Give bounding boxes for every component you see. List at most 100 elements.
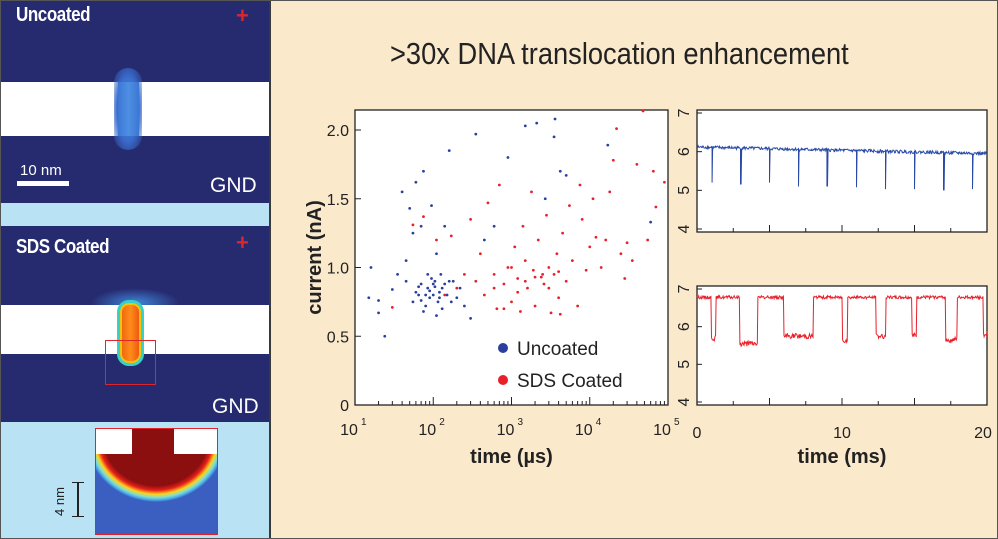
- x-tick-exponent: 3: [518, 417, 524, 428]
- coated-point: [533, 275, 537, 279]
- coated-point: [435, 238, 438, 242]
- y-tick-label: 1.5: [327, 192, 349, 209]
- y-tick-label: 4: [676, 224, 693, 233]
- coated-point: [510, 300, 513, 304]
- coated-point: [564, 279, 568, 283]
- uncoated-point: [447, 279, 451, 283]
- coated-point: [608, 190, 612, 194]
- uncoated-point: [445, 293, 449, 297]
- uncoated-point: [435, 252, 438, 256]
- uncoated-point: [443, 224, 447, 228]
- uncoated-point: [404, 279, 408, 283]
- uncoated-point: [377, 311, 380, 315]
- coated-point: [536, 238, 540, 242]
- x-tick-label: 10: [340, 422, 358, 439]
- uncoated-point: [462, 304, 466, 308]
- legend-marker: [498, 375, 508, 385]
- coated-point: [495, 307, 499, 311]
- uncoated-point: [606, 143, 610, 147]
- uncoated-point: [422, 169, 425, 173]
- uncoated-point: [428, 296, 432, 300]
- coated-point: [615, 127, 618, 131]
- coated-point: [492, 286, 496, 290]
- coated-point: [526, 286, 529, 290]
- uncoated-point: [438, 290, 441, 294]
- coated-point: [513, 245, 517, 249]
- uncoated-point: [535, 121, 539, 125]
- uncoated-point: [564, 173, 568, 177]
- coated-point: [462, 272, 466, 276]
- uncoated-point: [449, 300, 453, 304]
- x-tick-label: 10: [575, 422, 593, 439]
- uncoated-point: [649, 220, 653, 224]
- coated-point: [568, 204, 571, 208]
- uncoated-point: [469, 316, 472, 320]
- coated-point: [542, 282, 546, 286]
- coated-point: [474, 279, 478, 283]
- coated-point: [523, 259, 527, 263]
- uncoated-point: [430, 204, 433, 208]
- uncoated-point: [440, 286, 444, 290]
- coated-point: [492, 272, 496, 276]
- uncoated-point: [396, 272, 399, 276]
- coated-point: [510, 266, 513, 269]
- uncoated-point: [411, 231, 415, 235]
- uncoated-point: [474, 132, 478, 136]
- uncoated-point: [411, 300, 415, 304]
- x-tick-exponent: 1: [361, 417, 367, 428]
- uncoated-point: [424, 304, 428, 308]
- gnd-label: GND: [212, 395, 259, 418]
- plus-electrode: +: [236, 3, 249, 28]
- coated-point: [390, 305, 394, 309]
- uncoated-point: [523, 124, 527, 128]
- plot-area: [354, 109, 669, 406]
- sds-coated-label: SDS Coated: [16, 236, 110, 258]
- coated-point: [611, 158, 615, 162]
- uncoated-point: [482, 238, 486, 242]
- coated-point: [455, 286, 459, 290]
- legend-label: Uncoated: [517, 339, 598, 360]
- inset-membrane: [96, 429, 132, 454]
- coated-point: [516, 277, 520, 280]
- x-axis-label: time (µs): [470, 446, 553, 468]
- scale-bar-label: 10 nm: [20, 162, 62, 179]
- uncoated-point: [400, 190, 404, 194]
- coated-point: [580, 217, 584, 221]
- uncoated-point: [443, 282, 447, 286]
- uncoated-point: [433, 279, 437, 283]
- x-tick-label: 10: [653, 422, 671, 439]
- uncoated-point: [426, 286, 430, 290]
- y-tick-label: 0: [340, 398, 349, 415]
- uncoated-point: [492, 224, 496, 228]
- coated-point: [594, 235, 598, 239]
- uncoated-point: [419, 224, 423, 228]
- coated-point: [635, 162, 639, 166]
- coated-point: [599, 266, 603, 269]
- coated-point: [604, 238, 608, 242]
- y-tick-label: 5: [676, 360, 693, 369]
- y-tick-label: 6: [676, 147, 693, 156]
- uncoated-point: [439, 272, 443, 276]
- coated-point: [619, 252, 623, 256]
- coated-point: [486, 201, 490, 205]
- coated-point: [561, 231, 565, 235]
- coated-point: [478, 252, 482, 256]
- uncoated-point: [458, 286, 462, 290]
- coated-point: [552, 272, 556, 276]
- coated-point: [422, 215, 425, 219]
- uncoated-point: [558, 169, 562, 173]
- uncoated-point: [552, 135, 556, 139]
- uncoated-pore: [118, 82, 139, 136]
- coated-point: [547, 266, 551, 269]
- coated-point: [449, 234, 453, 238]
- coated-point: [630, 259, 634, 263]
- uncoated-point: [422, 310, 425, 313]
- coated-point: [497, 183, 501, 187]
- coated-point: [570, 259, 574, 263]
- y-tick-label: 6: [676, 322, 693, 331]
- x-tick-exponent: 2: [439, 417, 445, 428]
- uncoated-point: [553, 117, 557, 121]
- coated-point: [530, 190, 533, 194]
- coated-point: [482, 293, 486, 297]
- coated-point: [557, 270, 561, 274]
